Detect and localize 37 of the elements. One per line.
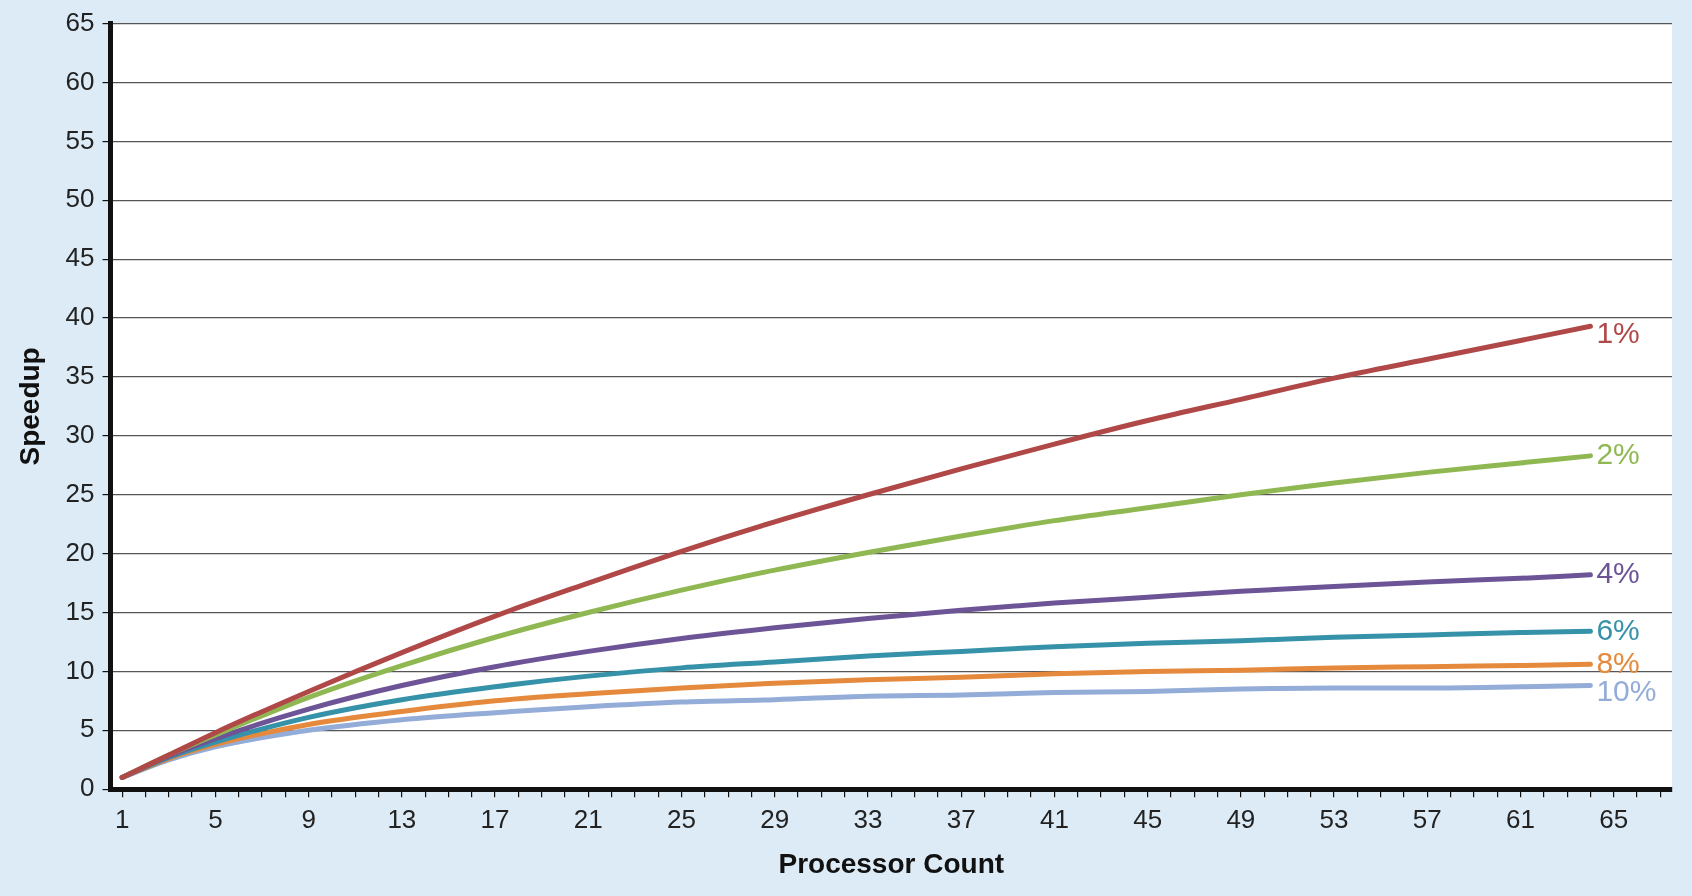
y-tick-label: 45 (65, 242, 95, 273)
x-axis-title: Processor Count (778, 847, 1005, 879)
x-tick-label: 61 (1506, 803, 1535, 834)
x-tick-label: 49 (1226, 803, 1256, 834)
y-tick-label: 25 (65, 477, 95, 508)
x-tick-label: 33 (853, 803, 883, 834)
x-tick-label: 1 (114, 803, 130, 834)
y-tick-label: 50 (65, 183, 95, 214)
x-tick-label: 37 (946, 803, 976, 834)
y-tick-label: 15 (65, 595, 95, 626)
series-label: 6% (1596, 612, 1640, 646)
x-tick-label: 45 (1133, 803, 1163, 834)
x-tick-label: 29 (760, 803, 790, 834)
x-tick-label: 17 (480, 803, 510, 834)
y-tick-label: 0 (80, 772, 95, 803)
y-tick-label: 60 (65, 65, 95, 96)
x-tick-label: 41 (1039, 803, 1069, 834)
x-tick-label: 65 (1599, 803, 1629, 834)
y-tick-label: 20 (65, 536, 95, 567)
y-tick-label: 35 (65, 360, 95, 391)
y-tick-label: 30 (65, 419, 95, 450)
y-tick-label: 65 (65, 6, 95, 37)
y-tick-label: 10 (65, 654, 95, 685)
series-label: 1% (1596, 315, 1640, 349)
y-axis-title: Speedup (13, 347, 45, 466)
x-tick-label: 5 (208, 803, 223, 834)
x-tick-label: 25 (667, 803, 696, 834)
series-label: 4% (1596, 556, 1640, 590)
y-tick-label: 40 (65, 301, 95, 332)
x-tick-label: 9 (301, 803, 316, 834)
x-tick-label: 13 (387, 803, 417, 834)
x-tick-label: 57 (1412, 803, 1442, 834)
x-tick-label: 53 (1319, 803, 1349, 834)
series-label: 2% (1596, 437, 1640, 471)
y-tick-label: 5 (80, 713, 95, 744)
y-tick-label: 55 (65, 124, 95, 155)
x-tick-label: 21 (573, 803, 603, 834)
